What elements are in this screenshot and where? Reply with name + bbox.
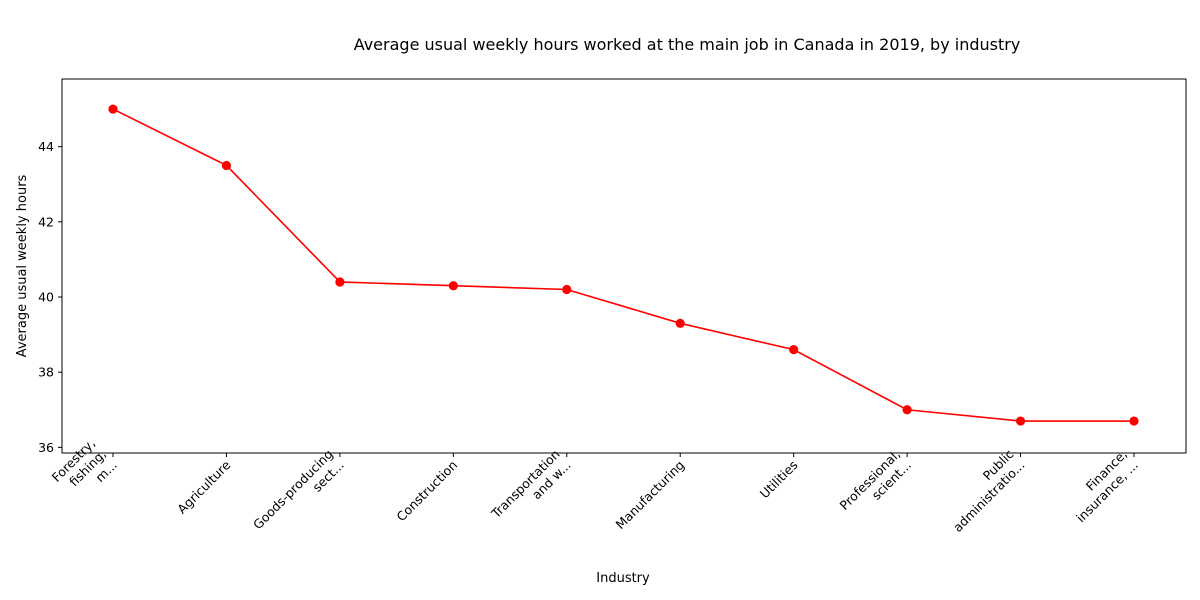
- series-line-group: [108, 104, 1139, 426]
- data-point: [562, 284, 572, 295]
- data-point: [1129, 416, 1139, 426]
- data-point: [108, 104, 118, 114]
- x-tick-label: Manufacturing: [613, 457, 688, 532]
- x-tick-label: Utilities: [757, 457, 801, 501]
- y-axis-label: Average usual weekly hours: [15, 174, 30, 357]
- x-tick-label: Agriculture: [174, 457, 233, 516]
- data-point: [789, 345, 799, 355]
- x-tick-label: Forestry,fishing,m...: [49, 435, 120, 506]
- y-tick-label: 44: [38, 139, 54, 154]
- data-point: [675, 318, 685, 328]
- series-line: [112, 108, 1134, 422]
- y-tick-label: 38: [38, 365, 54, 380]
- data-point: [221, 160, 232, 171]
- y-axis: 36 38 40 42 44: [38, 139, 62, 455]
- y-tick-label: 42: [38, 214, 54, 229]
- plot-area-frame: [61, 78, 1187, 454]
- chart-title: Average usual weekly hours worked at the…: [354, 35, 1021, 54]
- x-tick-label: Publicadministratio...: [939, 446, 1028, 535]
- x-tick-label: Transportationand w...: [488, 446, 574, 532]
- x-tick-label: Professional,scient...: [837, 446, 915, 524]
- x-axis: Forestry,fishing,m... Agriculture Goods-pr…: [49, 435, 1141, 543]
- data-point: [1015, 416, 1026, 426]
- x-tick-label: Construction: [393, 457, 460, 524]
- y-tick-label: 36: [38, 440, 54, 455]
- y-tick-label: 40: [38, 290, 54, 305]
- x-tick-label: Finance,insurance, ...: [1062, 446, 1141, 525]
- data-point: [902, 405, 912, 415]
- data-point: [448, 281, 458, 291]
- x-axis-label: Industry: [596, 571, 650, 586]
- data-point: [335, 277, 345, 287]
- x-tick-label: Goods-producingsect...: [250, 446, 347, 543]
